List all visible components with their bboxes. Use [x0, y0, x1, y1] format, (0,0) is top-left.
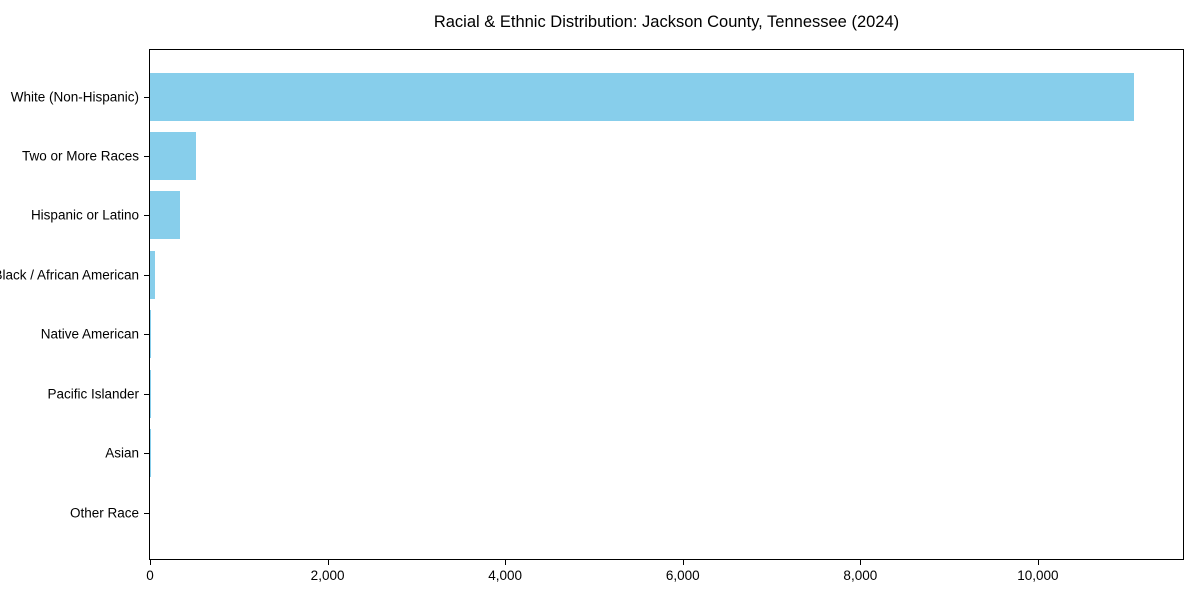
plot-area — [149, 49, 1184, 560]
x-tick-label: 8,000 — [843, 568, 878, 583]
x-tick-mark — [1037, 560, 1039, 565]
bar — [150, 131, 197, 180]
x-tick-label: 2,000 — [310, 568, 345, 583]
x-tick-label: 6,000 — [665, 568, 700, 583]
x-tick-mark — [505, 560, 507, 565]
y-tick-label: Asian — [105, 445, 139, 461]
y-tick-mark — [144, 453, 149, 455]
bar — [150, 310, 152, 359]
y-tick-mark — [144, 274, 149, 276]
chart-title: Racial & Ethnic Distribution: Jackson Co… — [433, 13, 900, 31]
y-tick-label: Hispanic or Latino — [30, 207, 139, 223]
y-tick-mark — [144, 334, 149, 336]
y-tick-label: Pacific Islander — [47, 386, 139, 402]
x-tick-mark — [327, 560, 329, 565]
y-tick-label: Two or More Races — [21, 148, 139, 164]
x-tick-label: 4,000 — [488, 568, 523, 583]
y-tick-label: Other Race — [69, 505, 139, 520]
bar — [150, 72, 1134, 121]
y-tick-mark — [144, 512, 149, 514]
x-tick-mark — [860, 560, 862, 565]
y-tick-mark — [144, 215, 149, 217]
x-tick-label: 10,000 — [1017, 568, 1059, 583]
y-tick-label: Black / African American — [0, 267, 139, 283]
y-axis-labels: White (Non-Hispanic) Two or More Races His… — [0, 49, 139, 560]
y-tick-label: White (Non-Hispanic) — [10, 89, 139, 104]
x-tick-mark — [150, 560, 151, 565]
x-tick-label: 0 — [146, 568, 154, 583]
y-tick-mark — [144, 96, 149, 98]
x-tick-mark — [682, 560, 684, 565]
y-tick-mark — [144, 155, 149, 157]
y-tick-label: Native American — [40, 326, 139, 342]
y-tick-mark — [144, 393, 149, 395]
bar — [150, 250, 155, 299]
bar — [150, 191, 181, 240]
